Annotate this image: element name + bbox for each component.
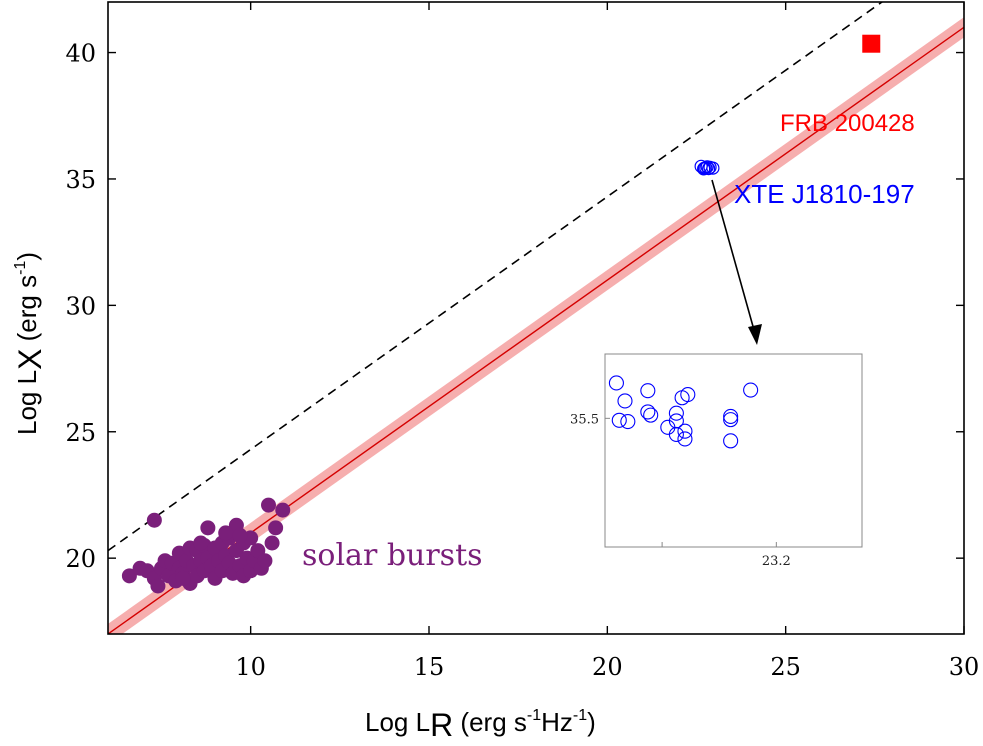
x-tick-label: 20	[592, 653, 623, 681]
solar-burst-point	[268, 520, 284, 536]
axes-layer: 10 15 20 25 30 20 25 30 35 40	[65, 2, 979, 681]
solar-burst-point	[150, 578, 166, 594]
solar-bursts-label: solar bursts	[302, 538, 483, 573]
inset-xte-point	[640, 404, 656, 420]
plot-frame	[107, 1, 965, 635]
inset-points-layer	[608, 375, 759, 449]
inset-xte-point	[680, 386, 696, 403]
inset-xte-point	[608, 375, 624, 391]
inset-xte-point	[723, 412, 739, 428]
solar-burst-point	[257, 553, 273, 569]
y-tick-label: 25	[65, 419, 96, 447]
fit-confidence-band	[108, 17, 964, 634]
y-tick-label: 20	[65, 545, 96, 573]
xte-point	[699, 161, 713, 175]
x-tick-label: 10	[235, 653, 266, 681]
inset-x-tick-label: 23.2	[762, 554, 791, 569]
solar-burst-point	[121, 568, 137, 584]
y-axis-title: Log LX (erg s-1)	[12, 252, 48, 435]
inset-xte-point	[668, 405, 684, 421]
inset-xte-point	[723, 408, 739, 424]
solar-burst-point	[261, 497, 276, 513]
frb-point	[862, 34, 881, 53]
solar-burst-point	[218, 525, 234, 541]
inset-xte-point	[620, 413, 636, 430]
x-tick-label: 30	[949, 653, 980, 681]
y-tick-label: 30	[65, 292, 96, 320]
inset-xte-point	[677, 431, 693, 447]
inset-xte-point	[617, 393, 633, 409]
y-tick-label: 35	[65, 166, 96, 194]
inset-xte-point	[677, 423, 693, 439]
solar-burst-point	[264, 535, 280, 551]
x-axis-title: Log LR (erg s-1Hz-1)	[365, 707, 596, 743]
y-tick-label: 40	[65, 40, 96, 68]
inset-xte-point	[643, 407, 659, 423]
inset-axes-layer: 23.2 35.5	[570, 412, 791, 569]
x-tick-label: 15	[414, 653, 445, 681]
inset-xte-point	[611, 412, 627, 428]
xte-label: XTE J1810-197	[734, 179, 915, 209]
inset-xte-point	[743, 382, 759, 398]
points-layer	[121, 34, 881, 594]
reference-dashed-line	[108, 2, 884, 552]
inset-zoom-panel: 23.2 35.5	[570, 353, 863, 569]
x-tick-label: 25	[770, 653, 801, 681]
inset-frame	[604, 353, 863, 548]
inset-y-tick-label: 35.5	[570, 412, 599, 427]
solar-burst-point	[175, 570, 191, 586]
inset-xte-point	[640, 383, 656, 399]
zoom-arrow	[711, 179, 762, 345]
frb-label: FRB 200428	[780, 110, 915, 137]
solar-burst-point	[232, 527, 248, 543]
solar-burst-point	[193, 535, 209, 551]
solar-burst-point	[275, 502, 291, 518]
solar-burst-point	[200, 520, 216, 536]
inset-xte-point	[668, 426, 684, 442]
xte-point	[706, 161, 720, 175]
inset-xte-point	[723, 433, 739, 449]
solar-burst-point	[146, 512, 162, 528]
